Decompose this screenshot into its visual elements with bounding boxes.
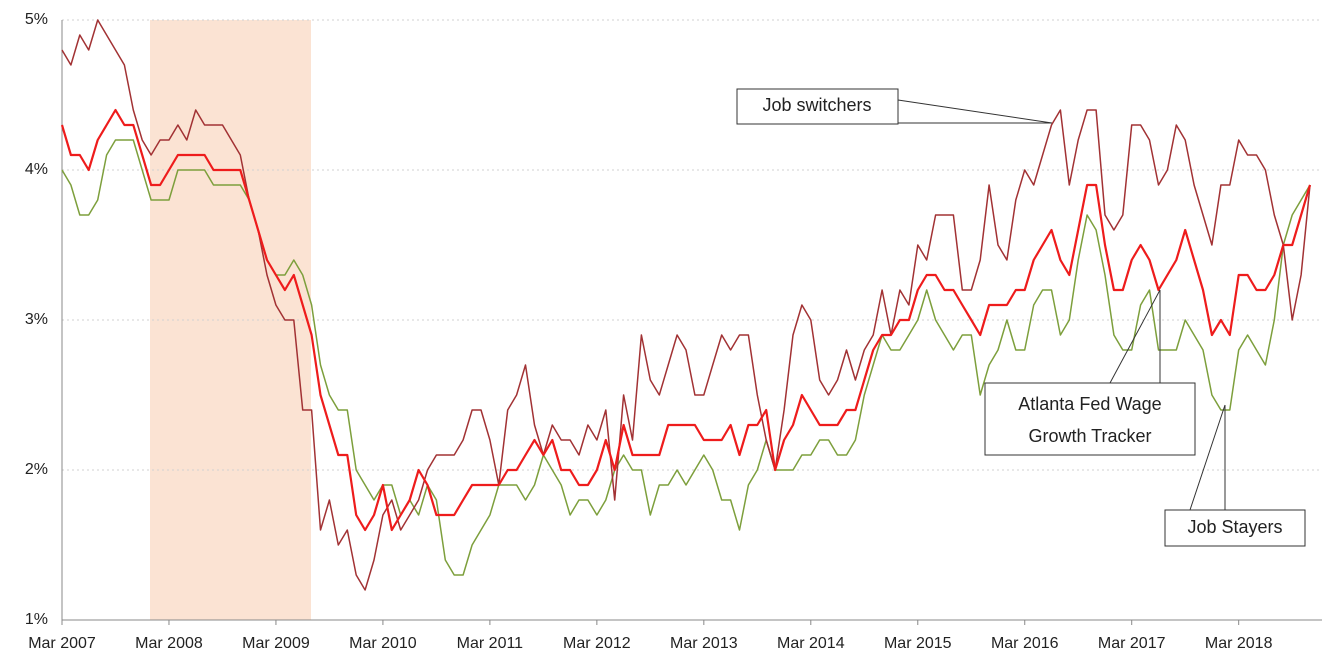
annotation-text: Job switchers bbox=[762, 95, 871, 115]
x-tick-label: Mar 2015 bbox=[884, 635, 952, 652]
y-tick-label: 1% bbox=[25, 611, 48, 628]
y-tick-label: 5% bbox=[25, 11, 48, 28]
x-tick-label: Mar 2011 bbox=[457, 635, 524, 652]
x-tick-label: Mar 2012 bbox=[563, 635, 631, 652]
x-tick-label: Mar 2010 bbox=[349, 635, 417, 652]
x-tick-label: Mar 2016 bbox=[991, 635, 1059, 652]
annotation-box bbox=[984, 382, 1196, 456]
annotation-box bbox=[736, 88, 899, 125]
y-tick-label: 3% bbox=[25, 311, 48, 328]
y-tick-label: 4% bbox=[25, 161, 48, 178]
x-tick-label: Mar 2017 bbox=[1098, 635, 1166, 652]
callout-line bbox=[1189, 404, 1226, 511]
x-tick-label: Mar 2018 bbox=[1205, 635, 1273, 652]
callout-line bbox=[897, 99, 1053, 124]
annotation-box bbox=[1164, 509, 1306, 547]
y-tick-label: 2% bbox=[25, 461, 48, 478]
x-tick-label: Mar 2009 bbox=[242, 635, 310, 652]
series-line bbox=[61, 19, 1311, 591]
x-tick-label: Mar 2014 bbox=[777, 635, 845, 652]
annotation-text: Atlanta Fed Wage bbox=[1018, 394, 1161, 414]
x-tick-label: Mar 2013 bbox=[670, 635, 738, 652]
callout-line bbox=[1109, 289, 1161, 384]
series-line bbox=[60, 108, 1312, 532]
annotation-text: Growth Tracker bbox=[1028, 426, 1151, 446]
x-tick-label: Mar 2008 bbox=[135, 635, 203, 652]
x-tick-label: Mar 2007 bbox=[28, 635, 96, 652]
annotation-text: Job Stayers bbox=[1187, 517, 1282, 537]
